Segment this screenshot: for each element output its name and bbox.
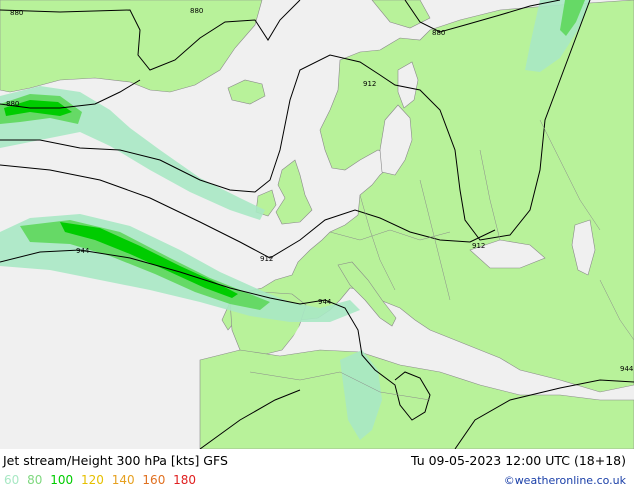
contour-label-912-a: 912 [363,80,376,88]
border-6 [249,371,431,401]
contour-label-880-a: 880 [10,9,23,17]
jet-band-80-east [560,0,585,36]
contour-880-east [404,0,561,33]
italy [337,261,397,327]
greenland [0,0,263,93]
contour-label-944-c: 944 [620,365,634,373]
contour-944 [0,249,431,421]
legend-item-140: 140 [111,473,135,487]
land-layer [0,0,634,449]
border-1 [329,229,451,241]
contour-label-944-b: 944 [318,298,332,306]
mediterranean-sea [290,300,560,386]
border-7 [599,279,634,341]
jet-stream-layer [0,0,590,440]
legend-item-160: 160 [142,473,166,487]
contour-944-africa [454,379,634,449]
border-3 [419,179,451,301]
weather-map: 880 880 880 880 912 944 912 912 944 944 [0,0,634,449]
forecast-datetime: Tu 09-05-2023 12:00 UTC (18+18) [410,453,626,468]
contour-label-880-d: 880 [6,100,19,108]
map-footer: Jet stream/Height 300 hPa [kts] GFS Tu 0… [0,449,634,490]
legend-item-80: 80 [27,473,43,487]
contour-label-944-a: 944 [76,247,90,255]
credit-link[interactable]: ©weatheronline.co.uk [503,474,626,487]
jet-band-60-africa [340,350,382,440]
contour-880-north [0,0,301,71]
border-2 [359,194,396,291]
contour-label-880-b: 880 [190,7,203,15]
gulf-of-bothnia [397,61,419,109]
contour-880-west [0,79,141,109]
border-4 [479,149,501,241]
contour-label-912-b: 912 [260,255,273,263]
border-layer [249,119,634,401]
contour-944-south [199,389,301,449]
legend-item-180: 180 [173,473,197,487]
legend-item-60: 60 [4,473,20,487]
map-title: Jet stream/Height 300 hPa [kts] GFS [3,453,228,468]
caspian-sea [571,219,596,276]
baltic-sea [379,104,413,176]
svalbard [371,0,431,29]
iceland [227,79,266,105]
contour-label-912-c: 912 [472,242,485,250]
north-africa [199,349,634,449]
contour-912-upper [0,0,591,241]
legend-item-100: 100 [50,473,74,487]
great-britain [275,159,313,225]
wind-speed-legend: 60 80 100 120 140 160 180 [4,473,200,487]
legend-item-120: 120 [80,473,104,487]
contour-label-880-c: 880 [432,29,445,37]
contour-labels: 880 880 880 880 912 944 912 912 944 944 [6,7,634,373]
border-5 [539,119,601,231]
jet-band-100-south [60,222,238,298]
